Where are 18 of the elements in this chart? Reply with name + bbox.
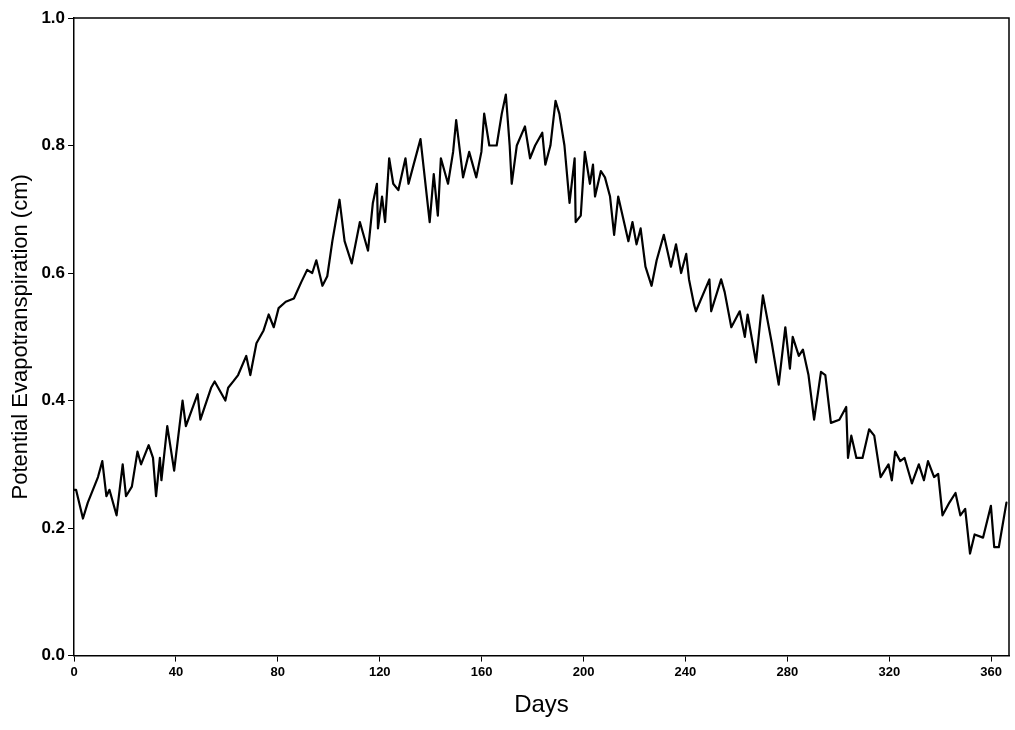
y-tick-label: 0.6	[41, 262, 66, 282]
x-tick-label: 40	[168, 663, 184, 679]
x-tick-label: 120	[368, 663, 391, 679]
y-tick-label: 0.4	[41, 390, 66, 410]
x-tick-label: 200	[572, 663, 595, 679]
x-tick-label: 360	[980, 663, 1003, 679]
x-tick-label: 0	[70, 663, 78, 679]
x-tick-label: 80	[270, 663, 286, 679]
x-tick-label: 160	[470, 663, 493, 679]
y-tick-label: 0.0	[41, 645, 66, 665]
x-axis-title: Days	[514, 690, 569, 718]
y-tick-label: 0.2	[41, 517, 66, 537]
y-axis-title: Potential Evapotranspiration (cm)	[7, 174, 33, 500]
y-tick-label: 0.8	[41, 135, 66, 155]
x-tick-label: 240	[674, 663, 697, 679]
y-tick-label: 1.0	[41, 7, 66, 27]
x-tick-label: 320	[878, 663, 901, 679]
x-tick-label: 280	[776, 663, 799, 679]
